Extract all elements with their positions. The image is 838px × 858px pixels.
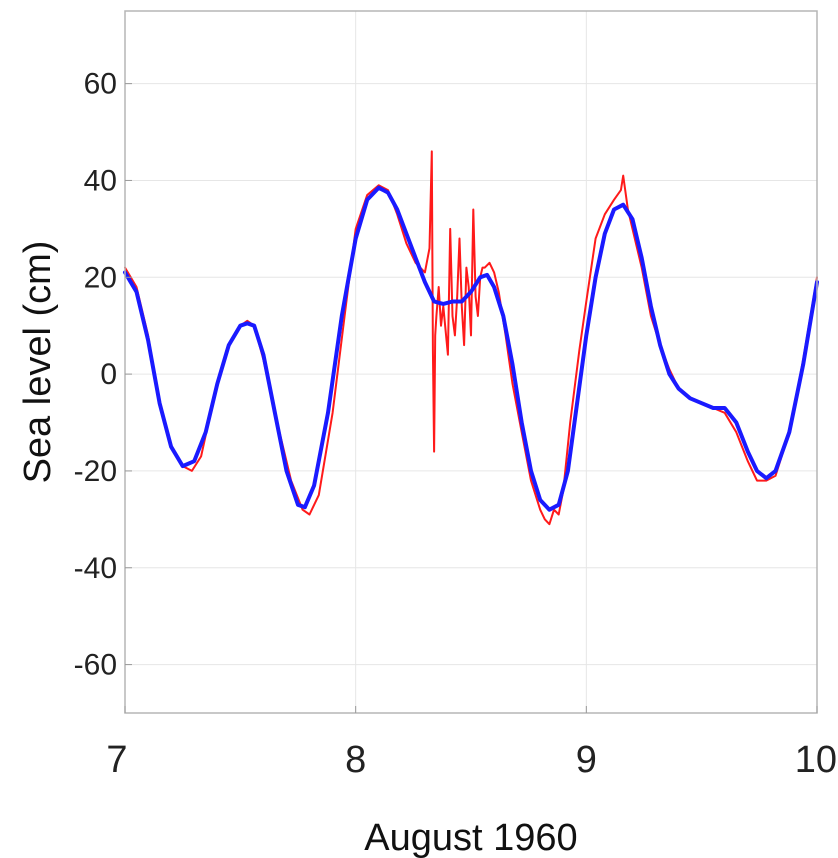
- plot-frame: [124, 10, 818, 714]
- x-tick-label: 8: [345, 739, 366, 781]
- x-tick-label: 7: [106, 739, 127, 781]
- y-tick-label: 40: [84, 164, 117, 197]
- y-tick-label: 0: [100, 358, 117, 391]
- y-tick-label: 20: [84, 261, 117, 294]
- y-axis-title: Sea level (cm): [17, 241, 59, 484]
- x-tick-label: 10: [795, 739, 837, 781]
- y-tick-label: -20: [74, 455, 117, 488]
- series-layer: [123, 150, 819, 526]
- y-axis-ticks: -60 -40 -20 0 20 40 60: [74, 68, 132, 682]
- plot-area: [125, 11, 817, 713]
- x-axis-ticks: 7 8 9 10: [106, 706, 837, 781]
- y-tick-label: -60: [74, 649, 117, 682]
- x-axis-title: August 1960: [364, 817, 577, 858]
- y-tick-label: -40: [74, 552, 117, 585]
- x-tick-label: 9: [576, 739, 597, 781]
- series-line-smoothed: [123, 185, 819, 512]
- y-tick-label: 60: [84, 68, 117, 101]
